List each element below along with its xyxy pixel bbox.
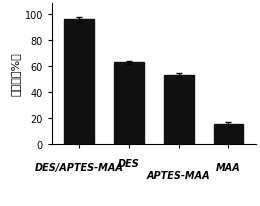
Text: DES/APTES-MAA: DES/APTES-MAA — [35, 162, 124, 172]
Y-axis label: 回收率（%）: 回收率（%） — [10, 52, 21, 96]
Bar — [114, 63, 144, 144]
Bar — [164, 75, 194, 144]
Text: DES: DES — [118, 158, 140, 168]
Text: MAA: MAA — [216, 162, 241, 172]
Bar — [213, 124, 243, 144]
Text: APTES-MAA: APTES-MAA — [147, 170, 211, 180]
Bar — [64, 20, 94, 144]
